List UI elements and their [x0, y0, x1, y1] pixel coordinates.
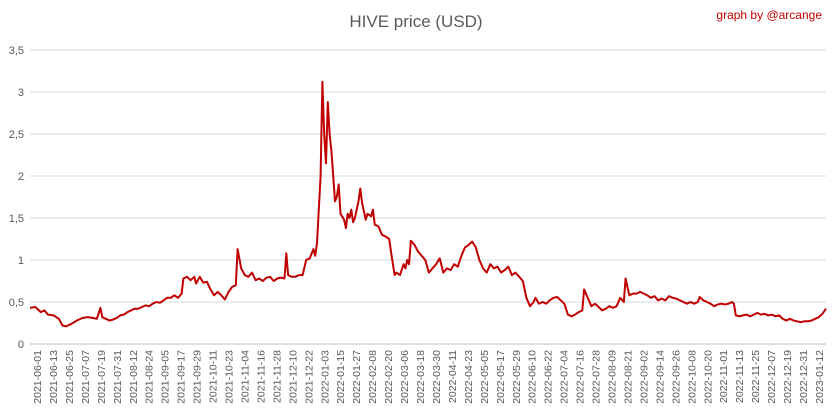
- x-tick-label: 2022-08-09: [607, 350, 619, 404]
- x-tick-label: 2022-01-03: [319, 350, 331, 404]
- x-tick-label: 2021-12-22: [303, 350, 315, 404]
- x-tick-label: 2021-09-17: [176, 350, 188, 404]
- x-tick-label: 2021-06-25: [64, 350, 76, 404]
- x-tick-label: 2021-11-04: [239, 350, 251, 403]
- x-tick-label: 2022-03-30: [431, 350, 443, 404]
- x-tick-label: 2022-09-14: [654, 350, 666, 404]
- y-tick-label: 2,5: [9, 129, 24, 141]
- x-tick-label: 2022-08-21: [622, 350, 634, 404]
- x-tick-label: 2022-12-07: [766, 350, 778, 404]
- y-tick-label: 1: [18, 255, 24, 267]
- x-tick-label: 2022-10-20: [702, 350, 714, 404]
- y-tick-label: 3,5: [9, 45, 24, 57]
- x-tick-label: 2021-12-10: [287, 350, 299, 404]
- x-tick-label: 2022-07-28: [591, 350, 603, 404]
- x-tick-label: 2021-06-01: [32, 350, 44, 404]
- x-tick-label: 2022-05-05: [479, 350, 491, 404]
- y-tick-label: 2: [18, 171, 24, 183]
- y-tick-label: 0,5: [9, 297, 24, 309]
- x-tick-label: 2022-05-29: [511, 350, 523, 404]
- x-tick-label: 2022-03-18: [415, 350, 427, 404]
- x-tick-label: 2022-12-31: [798, 350, 810, 404]
- x-tick-label: 2021-10-23: [224, 350, 236, 404]
- x-tick-label: 2022-04-11: [447, 350, 459, 403]
- y-tick-label: 0: [18, 339, 24, 351]
- x-tick-label: 2021-11-16: [255, 350, 267, 403]
- x-tick-label: 2022-11-01: [718, 350, 730, 403]
- x-tick-label: 2022-07-04: [559, 350, 571, 404]
- x-tick-label: 2021-07-31: [112, 350, 124, 404]
- x-tick-label: 2022-06-22: [543, 350, 555, 404]
- x-tick-label: 2022-11-13: [734, 350, 746, 403]
- x-tick-label: 2022-07-16: [575, 350, 587, 404]
- x-tick-label: 2022-03-06: [399, 350, 411, 404]
- x-tick-label: 2022-12-19: [782, 350, 794, 404]
- y-tick-label: 1,5: [9, 213, 24, 225]
- x-tick-label: 2022-11-25: [750, 350, 762, 403]
- x-tick-label: 2022-02-20: [383, 350, 395, 404]
- x-tick-label: 2022-10-08: [686, 350, 698, 404]
- x-tick-label: 2021-10-11: [208, 350, 220, 403]
- x-tick-label: 2021-09-29: [192, 350, 204, 404]
- y-tick-label: 3: [18, 87, 24, 99]
- x-tick-label: 2022-09-26: [670, 350, 682, 404]
- chart-credit: graph by @arcange: [716, 8, 822, 22]
- x-tick-label: 2021-08-12: [128, 350, 140, 404]
- series-line: [29, 80, 827, 328]
- x-tick-label: 2021-09-05: [160, 350, 172, 404]
- x-tick-label: 2023-01-12: [814, 350, 826, 404]
- x-tick-label: 2021-06-13: [48, 350, 60, 404]
- x-tick-label: 2022-05-17: [495, 350, 507, 404]
- x-tick-label: 2021-11-28: [271, 350, 283, 403]
- x-tick-label: 2022-09-02: [638, 350, 650, 404]
- x-tick-label: 2022-06-10: [527, 350, 539, 404]
- x-tick-label: 2022-04-23: [463, 350, 475, 404]
- x-tick-label: 2021-08-24: [144, 350, 156, 404]
- chart-title: HIVE price (USD): [349, 12, 483, 31]
- x-tick-label: 2021-07-19: [96, 350, 108, 404]
- x-tick-label: 2021-07-07: [80, 350, 92, 404]
- x-tick-label: 2022-02-08: [367, 350, 379, 404]
- x-tick-label: 2022-01-27: [351, 350, 363, 404]
- x-tick-label: 2022-01-15: [335, 350, 347, 404]
